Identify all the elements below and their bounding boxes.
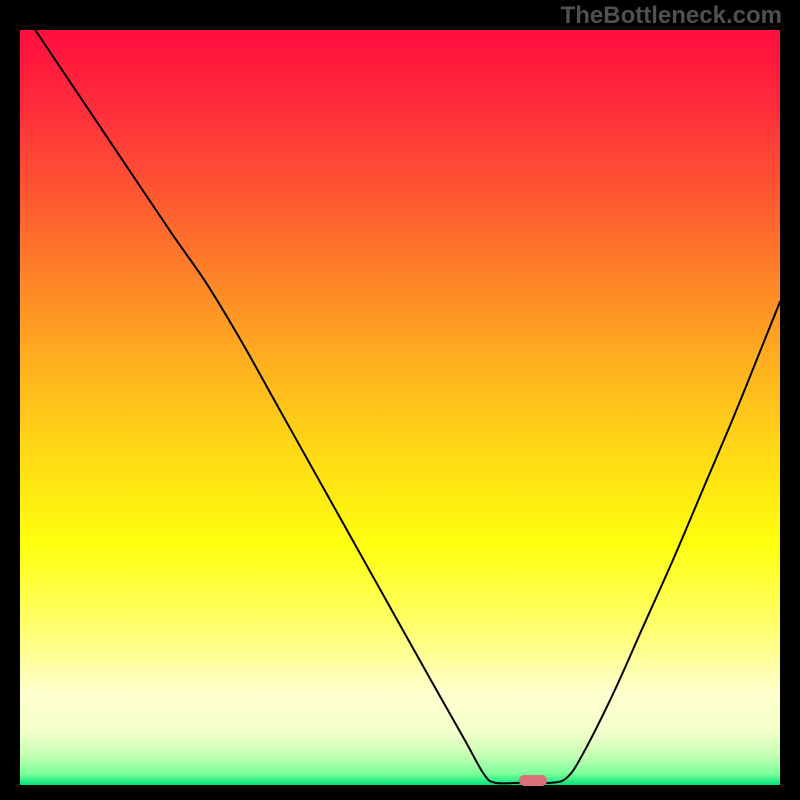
watermark-text: TheBottleneck.com [561, 2, 782, 30]
chart-plot-area [20, 30, 780, 785]
optimal-point-marker [519, 775, 547, 786]
bottleneck-curve [20, 30, 780, 785]
